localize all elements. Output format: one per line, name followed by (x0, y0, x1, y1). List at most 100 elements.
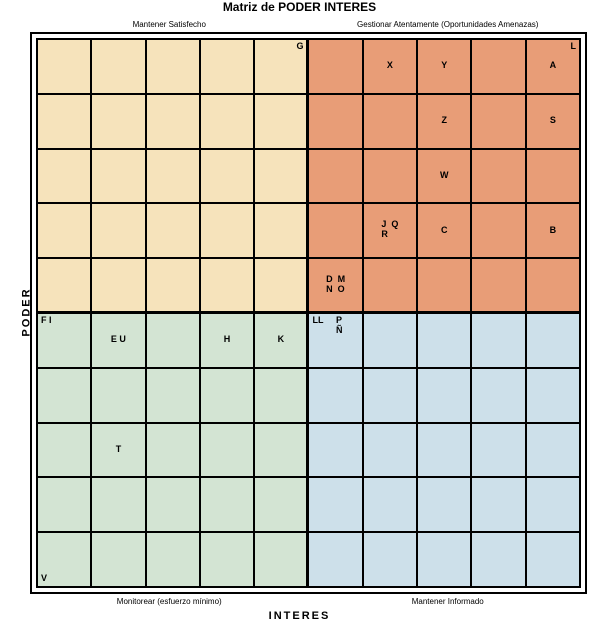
cell-r3-c1 (91, 203, 145, 258)
point-W: W (440, 171, 449, 181)
cell-r9-c0: V (37, 532, 91, 587)
point-A: A (550, 61, 557, 71)
cell-r9-c6 (363, 532, 417, 587)
cell-r9-c4 (254, 532, 308, 587)
cell-r1-c9: S (526, 94, 580, 149)
matrix-frame: GXYLAZSWJ Q RCBD M N OF IE UHKLL P ÑTV (30, 32, 587, 594)
cell-r3-c8 (471, 203, 525, 258)
cell-r9-c3 (200, 532, 254, 587)
cell-r2-c0 (37, 149, 91, 204)
point-Y: Y (441, 61, 447, 71)
cell-r7-c4 (254, 423, 308, 478)
cell-r4-c4 (254, 258, 308, 313)
cell-r2-c8 (471, 149, 525, 204)
cell-r9-c7 (417, 532, 471, 587)
cell-r0-c7: Y (417, 39, 471, 94)
cell-r9-c2 (146, 532, 200, 587)
cell-r6-c9 (526, 368, 580, 423)
cell-r7-c0 (37, 423, 91, 478)
cell-r6-c2 (146, 368, 200, 423)
cell-r2-c1 (91, 149, 145, 204)
cell-r7-c3 (200, 423, 254, 478)
cell-r4-c2 (146, 258, 200, 313)
cell-r1-c0 (37, 94, 91, 149)
cell-r2-c2 (146, 149, 200, 204)
cell-r3-c9: B (526, 203, 580, 258)
cell-r5-c4: K (254, 313, 308, 368)
cell-r3-c3 (200, 203, 254, 258)
point-S: S (550, 116, 556, 126)
cell-r7-c5 (308, 423, 362, 478)
cell-r1-c1 (91, 94, 145, 149)
point-PÑ: P Ñ (323, 316, 342, 336)
cell-r8-c4 (254, 477, 308, 532)
cell-r5-c6 (363, 313, 417, 368)
cell-r5-c8 (471, 313, 525, 368)
cell-r1-c7: Z (417, 94, 471, 149)
cell-r0-c9: LA (526, 39, 580, 94)
label-bl: Monitorear (esfuerzo mínimo) (30, 597, 309, 606)
point-DMNO: D M N O (326, 275, 345, 295)
cell-r6-c6 (363, 368, 417, 423)
cell-r9-c5 (308, 532, 362, 587)
cell-r4-c1 (91, 258, 145, 313)
cell-r3-c5 (308, 203, 362, 258)
bottom-quadrant-labels: Monitorear (esfuerzo mínimo) Mantener In… (30, 597, 587, 606)
cell-r6-c1 (91, 368, 145, 423)
matrix-grid: GXYLAZSWJ Q RCBD M N OF IE UHKLL P ÑTV (36, 38, 581, 588)
point-B: B (550, 226, 557, 236)
point-K: K (278, 335, 285, 345)
cell-r3-c6: J Q R (363, 203, 417, 258)
cell-r1-c5 (308, 94, 362, 149)
cell-r8-c2 (146, 477, 200, 532)
cell-r4-c9 (526, 258, 580, 313)
cell-r7-c8 (471, 423, 525, 478)
corner-L: L (570, 42, 576, 52)
cell-r8-c9 (526, 477, 580, 532)
cell-r0-c0 (37, 39, 91, 94)
cell-r6-c4 (254, 368, 308, 423)
cell-r8-c6 (363, 477, 417, 532)
cell-r8-c7 (417, 477, 471, 532)
cell-r0-c8 (471, 39, 525, 94)
point-H: H (224, 335, 231, 345)
cell-r1-c2 (146, 94, 200, 149)
point-Z: Z (441, 116, 447, 126)
cell-r1-c3 (200, 94, 254, 149)
cell-r2-c6 (363, 149, 417, 204)
cell-r7-c6 (363, 423, 417, 478)
cell-r0-c2 (146, 39, 200, 94)
cell-r1-c8 (471, 94, 525, 149)
cell-r4-c3 (200, 258, 254, 313)
cell-r2-c9 (526, 149, 580, 204)
cell-r2-c7: W (417, 149, 471, 204)
cell-r9-c9 (526, 532, 580, 587)
cell-r9-c1 (91, 532, 145, 587)
cell-r2-c3 (200, 149, 254, 204)
cell-r6-c5 (308, 368, 362, 423)
cell-r8-c0 (37, 477, 91, 532)
cell-r6-c3 (200, 368, 254, 423)
cell-r1-c6 (363, 94, 417, 149)
cell-r9-c8 (471, 532, 525, 587)
cell-r3-c2 (146, 203, 200, 258)
point-EU: E U (111, 335, 126, 345)
cell-r7-c9 (526, 423, 580, 478)
label-tr: Gestionar Atentamente (Oportunidades Ame… (309, 20, 588, 29)
cell-r5-c1: E U (91, 313, 145, 368)
cell-r7-c2 (146, 423, 200, 478)
chart-title: Matriz de PODER INTERES (0, 0, 599, 14)
cell-r7-c1: T (91, 423, 145, 478)
cell-r6-c8 (471, 368, 525, 423)
cell-r4-c6 (363, 258, 417, 313)
cell-r5-c9 (526, 313, 580, 368)
cell-r0-c6: X (363, 39, 417, 94)
corner-LL: LL (312, 316, 323, 326)
cell-r1-c4 (254, 94, 308, 149)
point-JQR: J Q R (381, 220, 398, 240)
cell-r2-c5 (308, 149, 362, 204)
corner-F_I: F I (41, 316, 52, 326)
cell-r7-c7 (417, 423, 471, 478)
cell-r8-c3 (200, 477, 254, 532)
cell-r5-c7 (417, 313, 471, 368)
